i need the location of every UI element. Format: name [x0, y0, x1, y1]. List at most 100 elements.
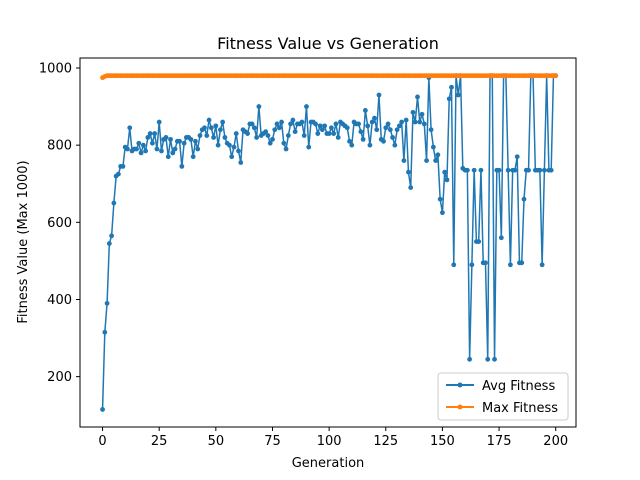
data-point-avg-fitness — [288, 121, 294, 127]
data-point-avg-fitness — [394, 127, 400, 133]
data-point-avg-fitness — [471, 167, 477, 173]
data-point-avg-fitness — [424, 158, 429, 163]
data-point-avg-fitness — [143, 148, 149, 154]
x-axis: 0 25 50 75 100 125 150 175 200 — [98, 427, 568, 449]
y-tick-label: 600 — [47, 216, 72, 231]
data-point-avg-fitness — [249, 121, 255, 127]
data-point-avg-fitness — [369, 119, 375, 125]
data-point-avg-fitness — [140, 142, 146, 148]
data-point-avg-fitness — [521, 196, 527, 202]
data-point-avg-fitness — [410, 109, 416, 115]
data-point-avg-fitness — [444, 177, 450, 183]
data-point-avg-fitness — [145, 135, 151, 140]
data-point-avg-fitness — [483, 260, 488, 266]
data-point-avg-fitness — [392, 142, 398, 148]
data-point-avg-fitness — [306, 144, 312, 150]
data-point-avg-fitness — [256, 104, 262, 109]
data-point-avg-fitness — [537, 167, 543, 173]
y-tick-label: 1000 — [39, 61, 72, 76]
y-axis: 200 400 600 800 1000 — [39, 61, 80, 385]
series-max-fitness — [100, 73, 559, 81]
data-point-avg-fitness — [319, 127, 325, 133]
data-point-avg-fitness — [217, 127, 223, 133]
data-point-avg-fitness — [383, 125, 389, 131]
data-point-avg-fitness — [220, 119, 226, 125]
data-point-avg-fitness — [467, 356, 473, 362]
data-point-avg-fitness — [317, 123, 323, 129]
series-layer — [100, 73, 559, 412]
data-point-avg-fitness — [202, 125, 207, 131]
data-point-avg-fitness — [238, 160, 244, 165]
data-point-avg-fitness — [283, 146, 289, 152]
data-point-avg-fitness — [435, 152, 441, 158]
data-point-avg-fitness — [263, 129, 269, 135]
data-point-avg-fitness — [428, 127, 434, 133]
data-point-avg-fitness — [315, 131, 321, 136]
data-point-avg-fitness — [442, 169, 448, 175]
data-point-max-fitness — [553, 73, 559, 79]
data-point-avg-fitness — [172, 146, 178, 152]
data-point-avg-fitness — [116, 171, 121, 177]
x-tick-label: 0 — [98, 434, 106, 449]
legend-marker-max-fitness — [457, 404, 463, 410]
data-point-avg-fitness — [292, 129, 298, 135]
data-point-avg-fitness — [326, 131, 332, 136]
data-point-avg-fitness — [267, 140, 273, 146]
data-point-avg-fitness — [251, 125, 257, 131]
data-point-avg-fitness — [236, 148, 241, 154]
data-point-avg-fitness — [322, 123, 327, 129]
data-point-avg-fitness — [451, 262, 457, 268]
data-point-avg-fitness — [215, 142, 221, 148]
data-point-avg-fitness — [272, 127, 278, 133]
x-tick-label: 125 — [373, 434, 398, 449]
data-point-avg-fitness — [102, 329, 108, 335]
data-point-avg-fitness — [168, 136, 173, 142]
data-point-avg-fitness — [469, 262, 475, 268]
series-avg-fitness — [100, 73, 559, 412]
data-point-avg-fitness — [401, 158, 407, 163]
data-point-avg-fitness — [387, 127, 393, 133]
data-point-avg-fitness — [285, 133, 291, 138]
data-point-avg-fitness — [313, 121, 318, 127]
y-axis-label: Fitness Value (Max 1000) — [16, 160, 31, 323]
data-point-avg-fitness — [274, 121, 280, 127]
data-point-avg-fitness — [440, 210, 445, 216]
data-point-avg-fitness — [526, 167, 531, 173]
x-tick-label: 75 — [264, 434, 281, 449]
data-point-avg-fitness — [138, 150, 144, 156]
data-point-avg-fitness — [231, 144, 237, 150]
data-point-avg-fitness — [159, 148, 164, 154]
data-point-avg-fitness — [206, 117, 212, 123]
data-point-avg-fitness — [134, 146, 139, 152]
data-point-avg-fitness — [106, 241, 112, 246]
data-point-avg-fitness — [120, 163, 126, 169]
y-tick-label: 800 — [47, 139, 72, 154]
data-point-avg-fitness — [211, 135, 216, 140]
data-point-avg-fitness — [163, 135, 169, 140]
data-point-avg-fitness — [412, 119, 418, 125]
x-tick-label: 175 — [487, 434, 512, 449]
data-point-avg-fitness — [349, 142, 355, 148]
data-point-avg-fitness — [485, 356, 491, 362]
data-point-avg-fitness — [195, 146, 201, 152]
data-point-avg-fitness — [177, 138, 182, 144]
data-point-avg-fitness — [399, 119, 405, 125]
y-tick-label: 400 — [47, 293, 72, 308]
data-point-avg-fitness — [233, 131, 239, 136]
data-point-avg-fitness — [403, 117, 409, 123]
plot-frame — [79, 57, 577, 428]
data-point-avg-fitness — [408, 185, 414, 191]
data-point-avg-fitness — [505, 167, 511, 173]
data-point-avg-fitness — [190, 154, 196, 160]
data-point-avg-fitness — [464, 167, 470, 173]
data-point-avg-fitness — [281, 140, 287, 146]
data-point-avg-fitness — [245, 131, 250, 136]
data-point-avg-fitness — [376, 92, 382, 98]
x-tick-label: 150 — [430, 434, 455, 449]
data-point-avg-fitness — [227, 142, 232, 148]
data-point-avg-fitness — [276, 125, 282, 131]
data-point-avg-fitness — [374, 127, 380, 133]
data-point-avg-fitness — [299, 119, 305, 125]
x-tick-label: 25 — [151, 434, 168, 449]
